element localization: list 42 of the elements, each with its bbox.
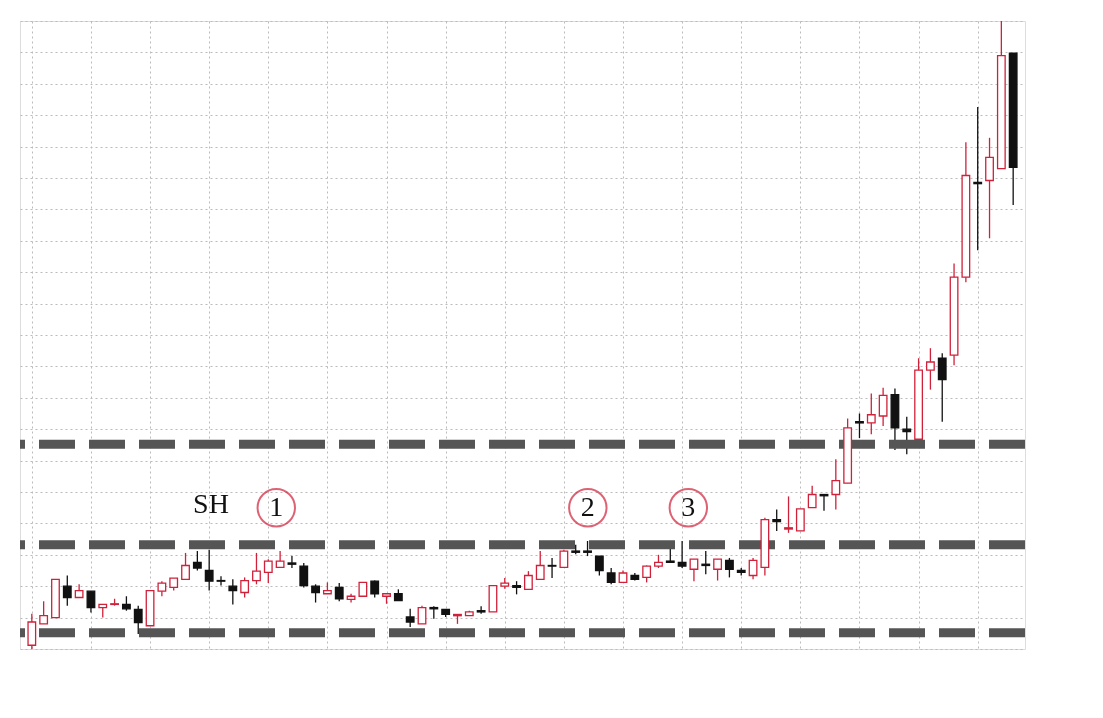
candlestick [27,613,37,650]
candlestick [724,557,734,579]
candlestick [878,387,888,427]
candlestick [417,605,427,625]
candlestick [181,552,190,580]
candlestick [795,508,805,532]
candlestick [287,555,297,569]
candlestick [677,540,687,569]
candlestick [535,550,545,580]
candlestick [228,578,238,606]
candlestick [594,555,604,577]
candlestick [713,558,723,582]
candlestick [784,495,793,534]
candlestick [62,574,72,607]
annotation: 1 [269,490,284,522]
candlestick [204,549,214,592]
candlestick [866,392,876,435]
candlestick [334,582,344,602]
annotation: 2 [580,490,595,522]
candlestick [133,605,143,635]
candlestick [748,557,758,580]
candlestick [772,508,782,532]
candlestick [240,576,250,599]
candlestick [925,347,935,391]
candlestick [855,412,864,439]
candlestick [547,557,557,579]
candlestick [192,550,202,572]
candlestick [405,608,415,628]
candlestick [831,458,841,511]
candlestick [523,570,533,590]
candlestick [299,562,309,589]
candlestick [807,485,817,509]
candlestick [985,137,994,239]
candlestick [216,575,226,587]
candlestick [311,583,321,604]
candlestick [937,352,947,423]
candlestick [476,605,486,615]
annotation: SH [193,487,229,519]
annotation: 3 [681,490,696,522]
candlestick [252,552,261,585]
candlestick [39,600,49,625]
candlestick [263,558,273,584]
